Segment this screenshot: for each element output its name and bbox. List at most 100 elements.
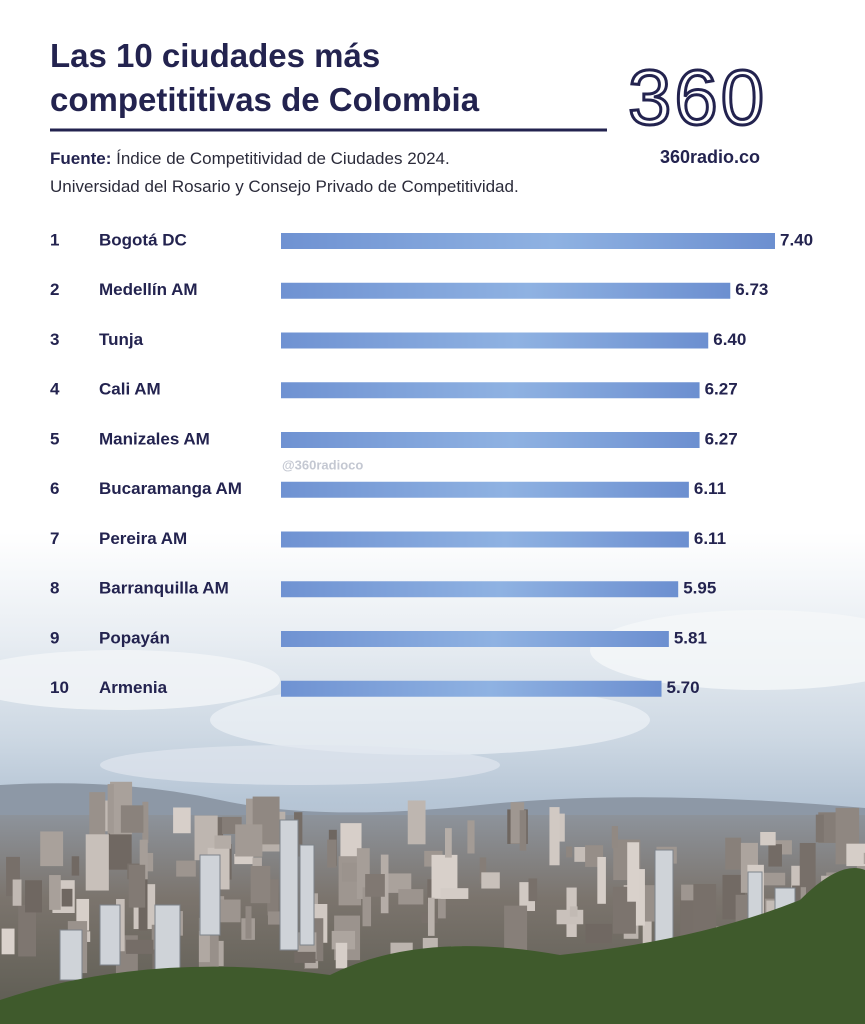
building (611, 826, 619, 849)
building (234, 853, 254, 865)
trees (0, 868, 865, 1024)
value-label: 5.70 (667, 678, 700, 697)
building (566, 846, 573, 858)
building (327, 839, 337, 868)
building (863, 852, 865, 865)
building (597, 856, 606, 904)
city-label: Popayán (99, 628, 170, 647)
tower (59, 929, 83, 981)
building (1, 928, 15, 955)
bar (281, 432, 700, 448)
city-label: Pereira AM (99, 529, 187, 548)
building (107, 784, 114, 834)
watermark: @360radioco (282, 457, 363, 472)
value-label: 6.11 (694, 479, 726, 498)
building (217, 899, 241, 923)
value-label: 5.81 (674, 628, 707, 647)
building (407, 800, 426, 845)
building (61, 888, 73, 907)
building (384, 873, 412, 893)
website: 360radio.co (660, 147, 760, 167)
city-label: Cali AM (99, 380, 161, 399)
building (71, 856, 80, 876)
bar (281, 531, 689, 548)
building (176, 860, 196, 877)
building (335, 942, 348, 969)
bar (281, 233, 775, 249)
city-label: Armenia (99, 678, 168, 697)
rank: 10 (50, 678, 69, 697)
building (125, 939, 154, 954)
building (467, 820, 475, 854)
building (267, 879, 279, 916)
building (85, 834, 109, 891)
building (585, 923, 612, 944)
building (235, 824, 263, 857)
building (245, 906, 252, 939)
rank: 5 (50, 429, 59, 448)
building (40, 831, 64, 867)
building (519, 810, 527, 851)
value-label: 6.40 (713, 330, 746, 349)
building (25, 880, 42, 913)
building (549, 807, 560, 866)
bar (281, 481, 689, 498)
building (49, 875, 61, 910)
tower (279, 819, 299, 951)
building (693, 884, 717, 934)
rank: 8 (50, 579, 59, 598)
city-label: Manizales AM (99, 429, 210, 448)
tower (299, 844, 315, 946)
building (120, 805, 144, 833)
value-label: 5.95 (683, 579, 716, 598)
source-text: Universidad del Rosario y Consejo Privad… (50, 177, 519, 196)
building (143, 852, 154, 872)
bar (281, 332, 709, 349)
rank: 3 (50, 330, 59, 349)
tower (154, 904, 181, 981)
building (479, 857, 487, 884)
bar (281, 631, 669, 647)
building (427, 897, 435, 936)
building (89, 792, 106, 841)
bar (281, 382, 700, 399)
value-label: 6.11 (694, 529, 726, 548)
city-label: Bucaramanga AM (99, 479, 242, 498)
building (250, 865, 271, 904)
building (815, 814, 824, 843)
building (796, 887, 807, 907)
value-label: 7.40 (780, 230, 813, 249)
building (365, 874, 385, 897)
building (528, 878, 538, 902)
building (481, 872, 500, 889)
building (725, 837, 742, 870)
building (569, 906, 578, 917)
building (198, 930, 210, 963)
building (128, 864, 146, 908)
building (444, 828, 452, 858)
building (627, 842, 640, 902)
clouds (0, 610, 865, 785)
value-label: 6.27 (705, 429, 738, 448)
tower (654, 849, 674, 946)
building (763, 872, 786, 886)
title-line: competititivas de Colombia (50, 81, 480, 118)
building (398, 889, 424, 905)
building (427, 879, 435, 904)
building (362, 887, 372, 927)
city-label: Bogotá DC (99, 230, 187, 249)
bar (281, 581, 679, 598)
city-label: Tunja (99, 330, 144, 349)
tower (99, 904, 121, 966)
city-label: Barranquilla AM (99, 579, 229, 598)
building (18, 904, 36, 957)
buildings (1, 781, 865, 981)
building (768, 844, 782, 867)
rank: 6 (50, 479, 59, 498)
source: Fuente: Índice de Competitividad de Ciud… (50, 149, 450, 168)
rank: 4 (50, 380, 60, 399)
city-label: Medellín AM (99, 280, 198, 299)
title-line: Las 10 ciudades más (50, 37, 380, 74)
building (139, 839, 148, 880)
